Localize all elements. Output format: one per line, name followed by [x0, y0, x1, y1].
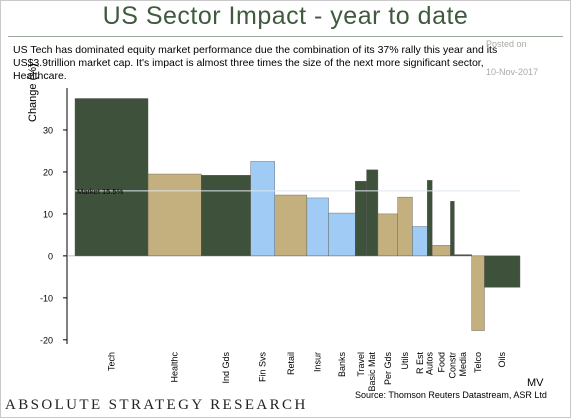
x-tick-label: Retail	[286, 352, 296, 375]
x-tick-label: Fin Svs	[258, 352, 268, 383]
bar-per-gds	[377, 213, 398, 257]
posted-date: 10-Nov-2017	[486, 67, 539, 77]
brand-wordmark: ABSOLUTE STRATEGY RESEARCH	[5, 397, 308, 413]
x-tick-label: Telco	[473, 352, 483, 373]
bar-basic-mat	[366, 169, 379, 257]
x-tick-label: Basic Mat	[367, 352, 377, 392]
bar-utils	[397, 196, 413, 257]
bar-ind-gds	[201, 175, 251, 257]
bar-media	[454, 254, 472, 257]
y-tick-label: 10	[43, 209, 53, 219]
bar-healthc	[147, 173, 202, 257]
posted-stamp: Posted on 10-Nov-2017	[486, 30, 566, 86]
x-axis-label: MV	[527, 377, 544, 389]
x-tick-label: Insur	[313, 352, 323, 372]
x-tick-label: Per Gds	[383, 352, 393, 386]
x-tick-label: Constr	[447, 352, 457, 379]
bar-tech	[74, 98, 149, 257]
bar-fin-svs	[250, 161, 276, 257]
bar-travel	[355, 180, 367, 257]
bar-constr	[450, 201, 455, 257]
x-tick-label: Travel	[356, 352, 366, 377]
x-tick-label: Food	[436, 352, 446, 373]
bar-food	[431, 245, 451, 257]
title-divider	[8, 36, 563, 37]
bar-banks	[328, 212, 356, 257]
x-tick-label: Ind Gds	[221, 352, 231, 384]
market-reference-label: Market 15.5%	[77, 187, 124, 196]
commentary-text: US Tech has dominated equity market perf…	[13, 44, 498, 82]
bar-oils	[484, 255, 521, 288]
source-note: Source: Thomson Reuters Datastream, ASR …	[355, 390, 547, 400]
bar-autos	[427, 180, 433, 257]
x-tick-label: Autos	[425, 352, 435, 376]
y-tick-label: 0	[48, 251, 53, 261]
bar-retail	[274, 194, 308, 257]
x-tick-label: Utils	[400, 352, 410, 370]
x-tick-label: Oils	[497, 352, 507, 368]
x-tick-label: Healthc	[170, 352, 180, 383]
y-tick-label: -10	[40, 293, 53, 303]
bar-r-est	[412, 226, 428, 257]
x-tick-label: Media	[458, 352, 468, 377]
y-tick-label: 20	[43, 167, 53, 177]
slide-title: US Sector Impact - year to date	[102, 2, 469, 30]
bar-insur	[306, 197, 329, 257]
x-tick-label: Tech	[107, 352, 117, 371]
x-tick-label: R Est	[415, 352, 425, 375]
posted-label: Posted on	[486, 39, 527, 49]
x-tick-label: Banks	[337, 352, 347, 378]
y-tick-label: -20	[40, 335, 53, 345]
y-tick-label: 30	[43, 125, 53, 135]
bar-telco	[471, 255, 485, 331]
